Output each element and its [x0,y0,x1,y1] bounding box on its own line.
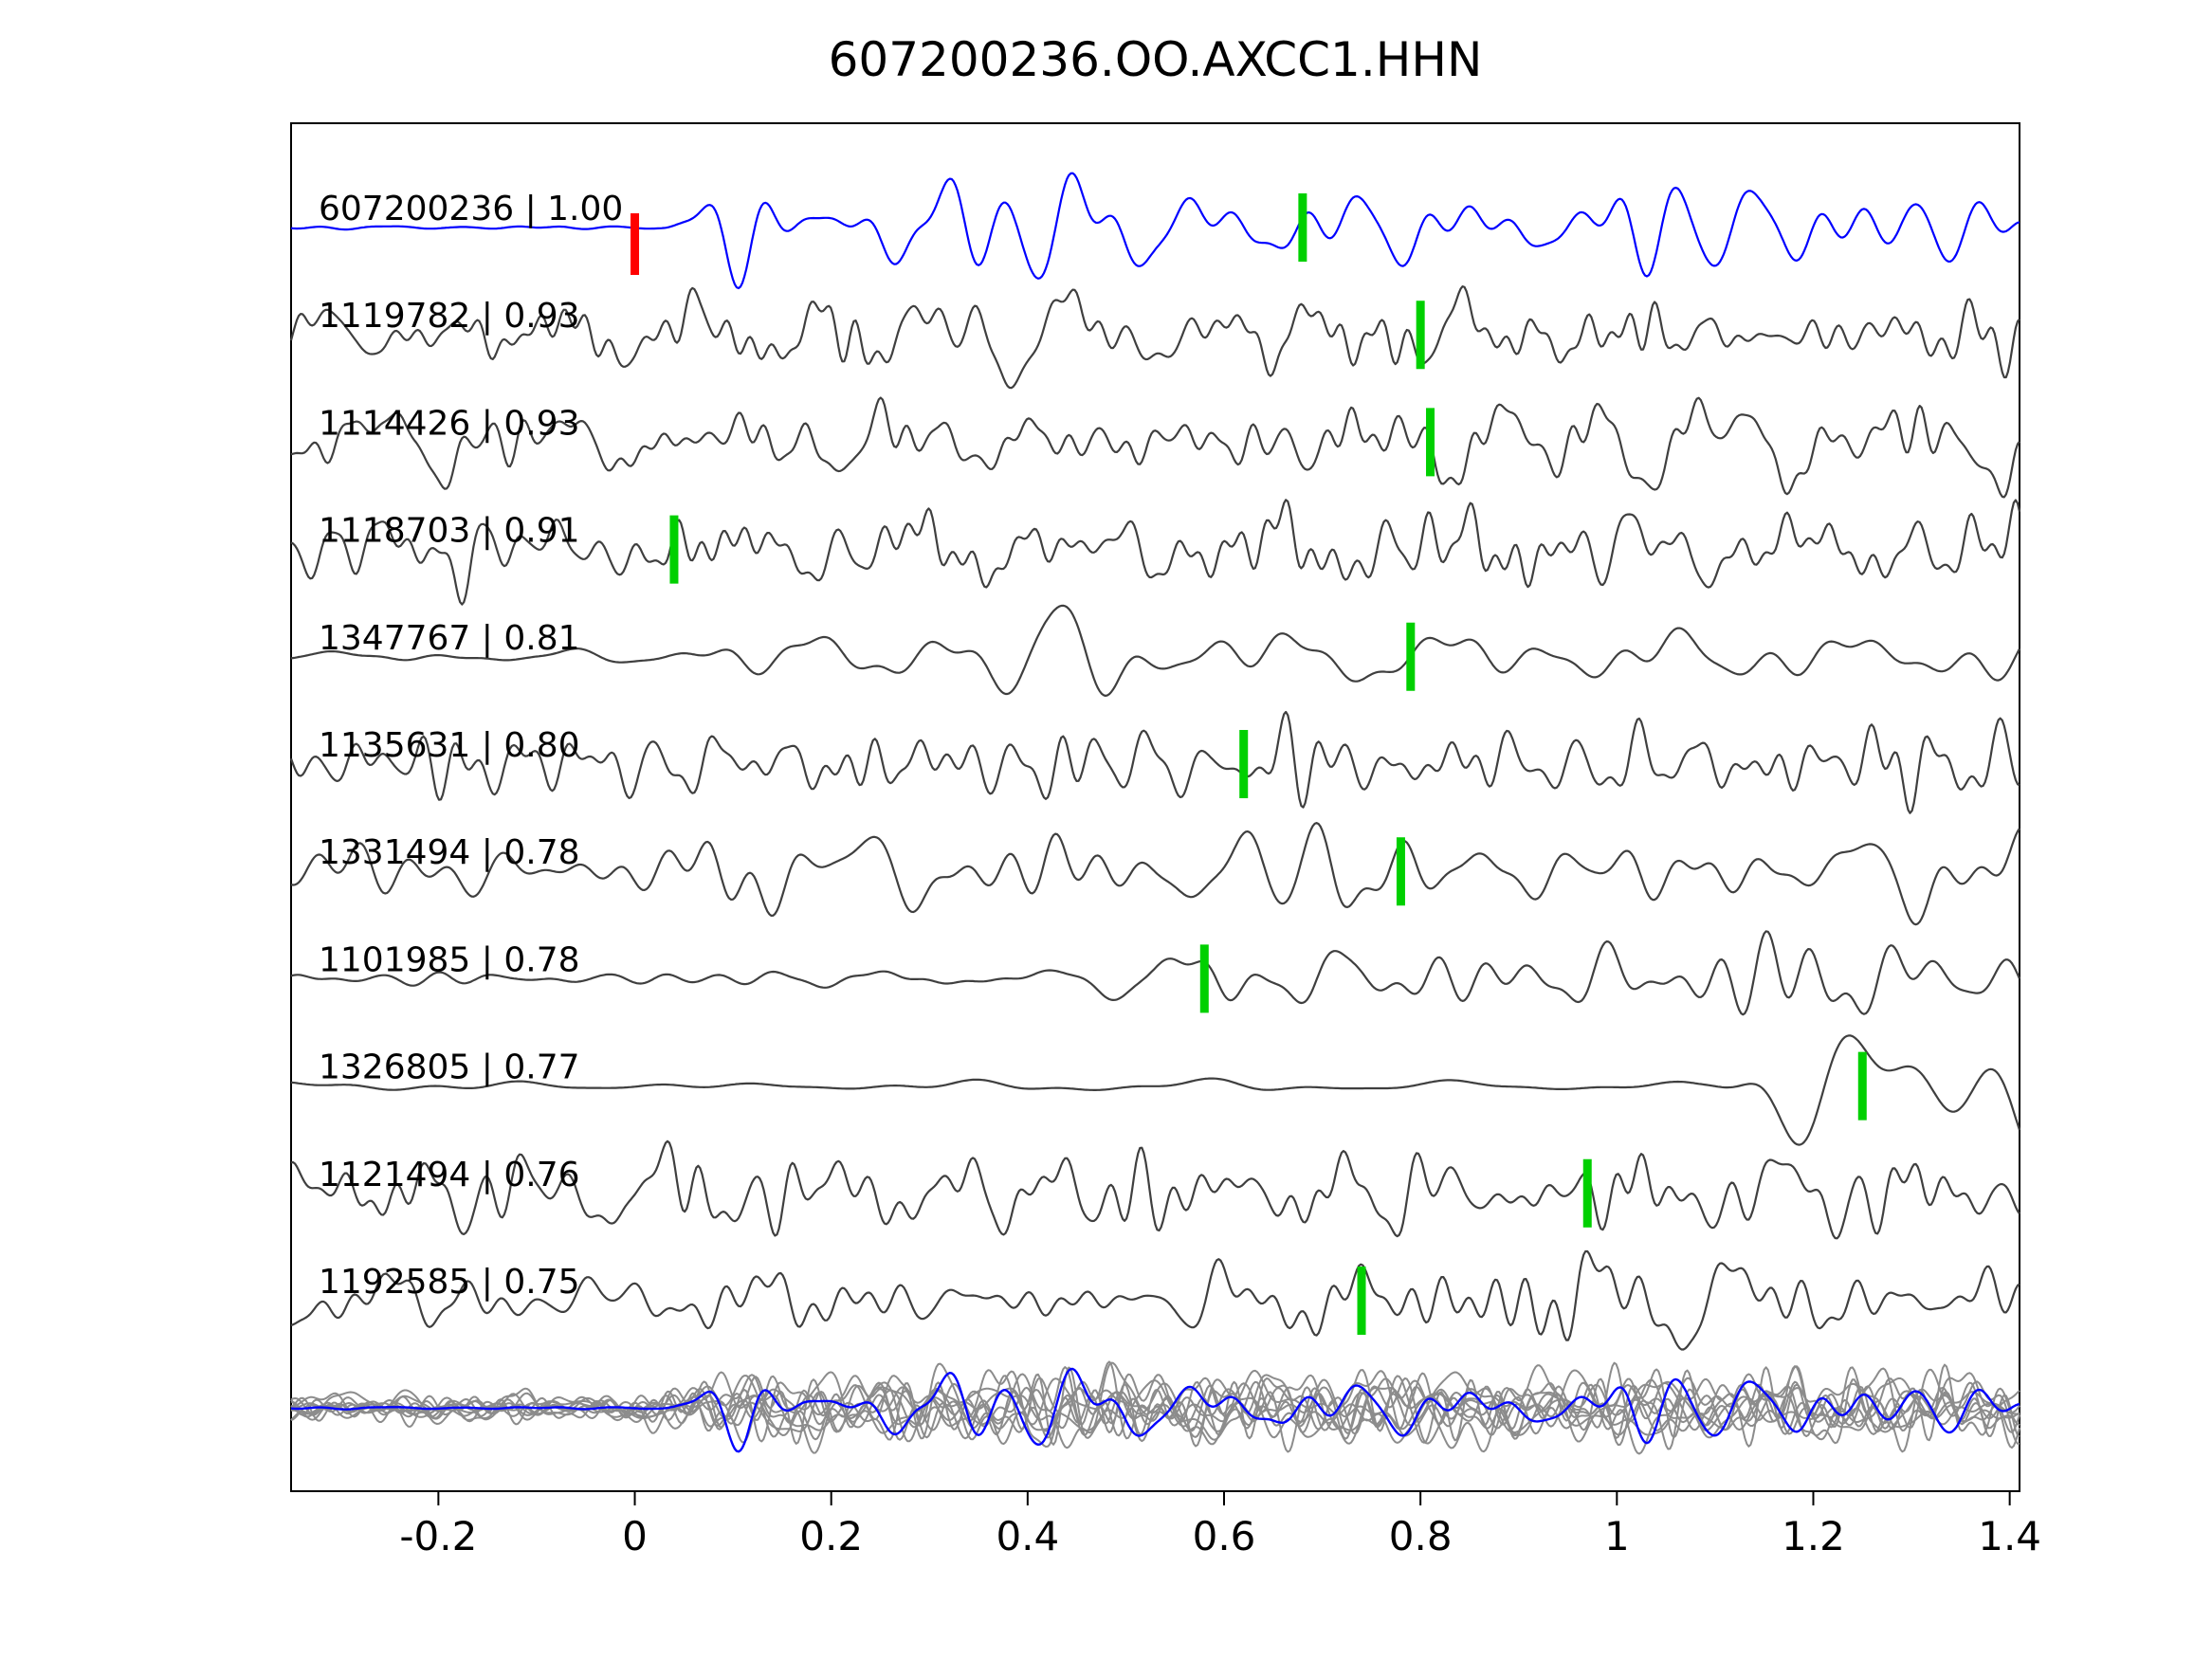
waveform-trace [290,604,2020,697]
x-axis-tick-label: 1 [1604,1513,1630,1559]
waveform-trace [290,1249,2020,1351]
x-axis-tick-label: 0.4 [996,1513,1059,1559]
trace-label: 1118703 | 0.91 [319,512,580,551]
trace-label: 1347767 | 0.81 [319,619,580,658]
waveform-trace [290,1139,2020,1240]
waveform-trace [290,822,2020,926]
waveform-trace [289,710,2020,814]
overlay-template-trace [290,1367,2020,1453]
waveform-trace [290,172,2020,290]
overlay-trace [290,1365,2020,1448]
figure-title: 607200236.OO.AXCC1.HHN [828,32,1483,87]
trace-label: 1121494 | 0.76 [319,1156,580,1194]
waveform-trace [290,499,2021,606]
trace-label: 607200236 | 1.00 [319,190,623,228]
x-axis-tick-label: 1.2 [1782,1513,1845,1559]
waveform-trace [290,930,2021,1016]
trace-label: 1331494 | 0.78 [319,833,580,872]
waveform-trace [290,1034,2021,1146]
x-axis-tick-label: 1.4 [1978,1513,2041,1559]
overlay-trace [290,1369,2020,1446]
trace-label: 1119782 | 0.93 [319,297,580,336]
waveform-trace [289,285,2020,390]
waveform-trace [290,396,2020,499]
plot-frame [290,122,2020,1492]
trace-label: 1114426 | 0.93 [319,404,580,443]
trace-label: 1101985 | 0.78 [319,940,580,979]
trace-label: 1326805 | 0.77 [319,1048,580,1087]
trace-label: 1192585 | 0.75 [319,1263,580,1302]
x-axis-tick-label: 0.6 [1193,1513,1256,1559]
x-axis-tick-label: 0.8 [1389,1513,1453,1559]
x-axis-tick-label: 0 [622,1513,648,1559]
trace-label: 1135631 | 0.80 [319,726,580,765]
x-axis-tick-label: 0.2 [799,1513,863,1559]
x-axis-tick-label: -0.2 [399,1513,477,1559]
